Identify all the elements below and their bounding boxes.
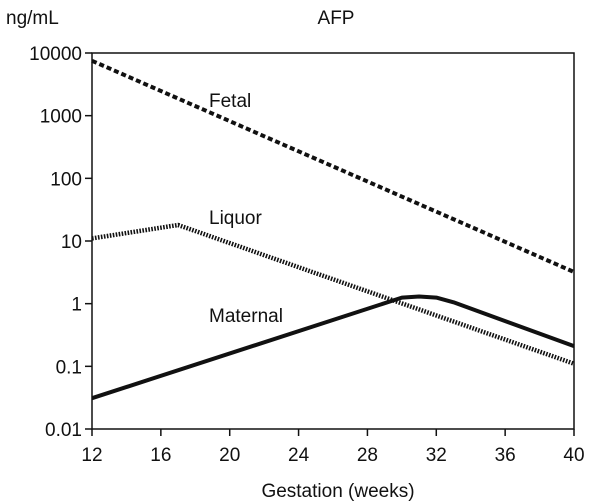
y-tick-label: 10000 bbox=[29, 44, 82, 65]
y-axis-title: ng/mL bbox=[6, 8, 59, 29]
x-tick-label: 24 bbox=[288, 445, 310, 466]
x-tick-label: 32 bbox=[426, 445, 447, 466]
series-labels: Fetal Liquor Maternal bbox=[209, 91, 283, 327]
x-tick-label: 20 bbox=[219, 445, 240, 466]
series-line-fetal bbox=[91, 58, 575, 274]
x-tick-label: 28 bbox=[357, 445, 378, 466]
y-tick-label: 1 bbox=[71, 295, 82, 316]
y-tick-label: 0.01 bbox=[45, 420, 82, 441]
series-line-maternal bbox=[91, 294, 575, 401]
x-tick-label: 16 bbox=[150, 445, 171, 466]
series-label-fetal: Fetal bbox=[209, 91, 251, 112]
x-axis-title: Gestation (weeks) bbox=[261, 481, 414, 502]
y-tick-label: 10 bbox=[61, 232, 82, 253]
series-label-liquor: Liquor bbox=[209, 208, 262, 229]
chart-title: AFP bbox=[318, 8, 355, 29]
series-group bbox=[91, 58, 575, 401]
y-tick-label: 0.1 bbox=[56, 357, 82, 378]
series-line-liquor bbox=[91, 222, 575, 366]
plot-frame bbox=[91, 52, 575, 430]
x-tick-label: 40 bbox=[563, 445, 584, 466]
y-tick-label: 100 bbox=[50, 169, 82, 190]
y-axis: 0.01 0.1 1 10 100 1000 10000 bbox=[29, 44, 92, 441]
x-axis: 12 16 20 24 28 32 36 40 bbox=[81, 429, 585, 466]
series-label-maternal: Maternal bbox=[209, 306, 283, 327]
x-tick-label: 36 bbox=[495, 445, 516, 466]
y-tick-label: 1000 bbox=[40, 107, 82, 128]
x-tick-label: 12 bbox=[81, 445, 102, 466]
